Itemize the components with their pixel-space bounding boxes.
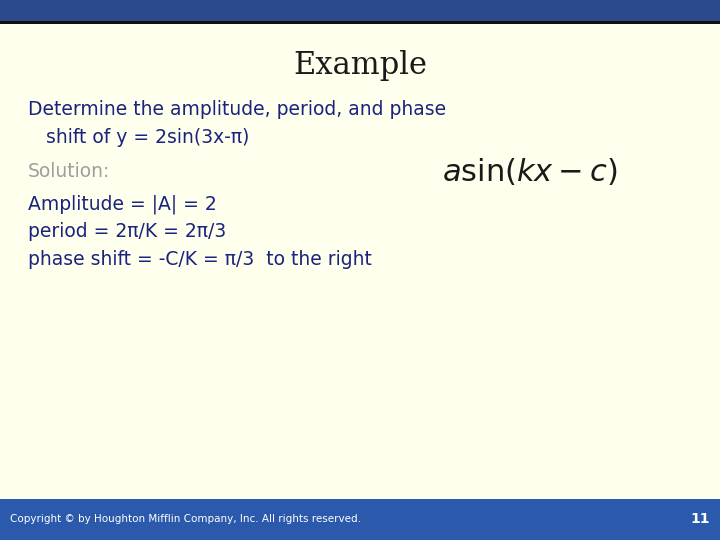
Bar [0, 499, 720, 540]
Text: 11: 11 [690, 512, 710, 526]
Text: shift of y = 2sin(3x-π): shift of y = 2sin(3x-π) [28, 128, 249, 147]
Text: Copyright © by Houghton Mifflin Company, Inc. All rights reserved.: Copyright © by Houghton Mifflin Company,… [10, 515, 361, 524]
Bar [0, 21, 720, 24]
Bar [0, 0, 720, 21]
Text: Amplitude = |A| = 2: Amplitude = |A| = 2 [28, 194, 217, 213]
Text: phase shift = -C/K = π/3  to the right: phase shift = -C/K = π/3 to the right [28, 250, 372, 269]
Text: $\mathit{a}\mathrm{sin}(\mathit{kx}-\mathit{c})$: $\mathit{a}\mathrm{sin}(\mathit{kx}-\mat… [442, 157, 618, 188]
Text: Example: Example [293, 50, 427, 81]
Text: period = 2π/K = 2π/3: period = 2π/K = 2π/3 [28, 222, 226, 241]
Text: Solution:: Solution: [28, 162, 110, 181]
Text: Determine the amplitude, period, and phase: Determine the amplitude, period, and pha… [28, 100, 446, 119]
